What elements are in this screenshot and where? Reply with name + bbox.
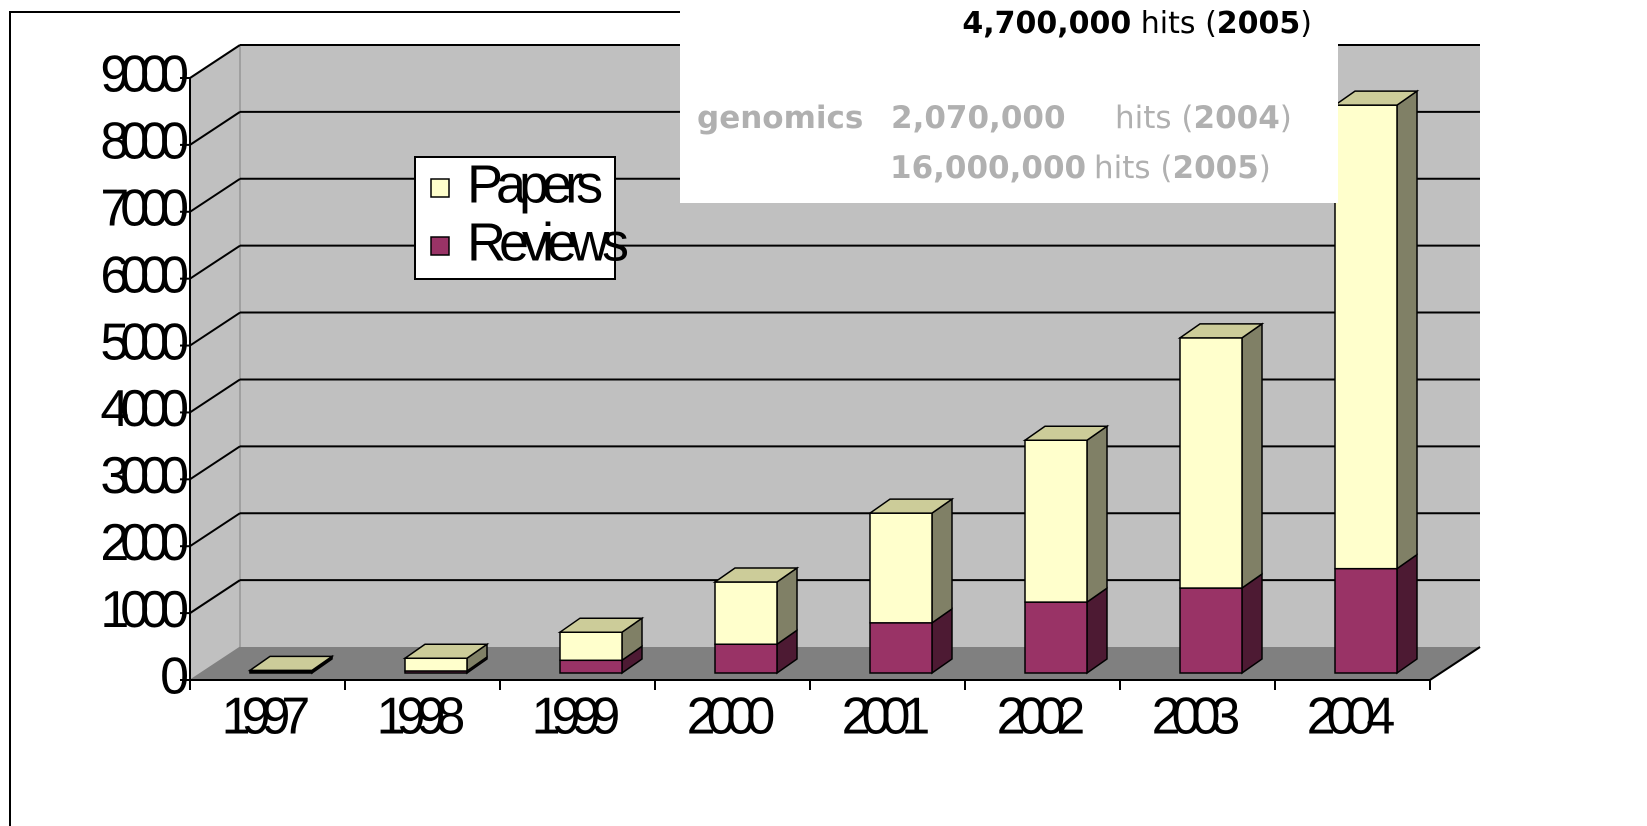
annotation-text: hits ( xyxy=(1131,6,1217,41)
bar xyxy=(1180,588,1242,673)
annotation-text: 2005 xyxy=(1173,150,1259,186)
y-tick-label: 5000 xyxy=(100,313,187,371)
x-tick-label: 2004 xyxy=(1307,688,1395,746)
bar xyxy=(870,623,932,673)
y-tick-label: 7000 xyxy=(100,180,187,238)
bar xyxy=(715,582,777,644)
y-tick-label: 4000 xyxy=(100,380,187,438)
bar-side xyxy=(1242,574,1262,673)
annotation-text: 2005 xyxy=(1217,6,1301,41)
annotation-text: hits ( xyxy=(1094,150,1173,186)
bar xyxy=(1025,602,1087,673)
x-tick-label: 2002 xyxy=(997,688,1084,746)
legend-swatch xyxy=(431,179,449,197)
bar-side xyxy=(932,499,952,623)
bar-side xyxy=(1087,426,1107,602)
y-tick-label: 2000 xyxy=(100,514,187,572)
y-tick-label: 6000 xyxy=(100,246,187,304)
x-tick-label: 2000 xyxy=(687,688,774,746)
annotation-text: hits ( xyxy=(1115,100,1194,136)
bar xyxy=(1025,440,1087,602)
page: {"chart_data": {"type": "bar3d-stacked",… xyxy=(0,0,1647,826)
y-tick-label: 0 xyxy=(160,648,187,706)
bar xyxy=(1335,105,1397,569)
y-tick-label: 3000 xyxy=(100,447,187,505)
annotation-text: 16,000,000 xyxy=(890,150,1094,186)
annotation-text: ) xyxy=(1259,150,1271,186)
legend-label: Reviews xyxy=(467,212,628,272)
bar xyxy=(1335,569,1397,673)
y-tick-label: 1000 xyxy=(100,581,187,639)
bar xyxy=(405,658,467,671)
annotation-text: 2,070,000 xyxy=(891,100,1115,136)
bar xyxy=(560,632,622,660)
annotation-text: ) xyxy=(1280,100,1292,136)
bar xyxy=(560,660,622,673)
bar xyxy=(870,513,932,623)
bar-side xyxy=(1397,91,1417,569)
bar-side xyxy=(1397,555,1417,673)
floor xyxy=(190,647,1480,680)
bar xyxy=(1180,338,1242,588)
annotation-text: genomics xyxy=(697,100,891,136)
x-tick-label: 2001 xyxy=(842,688,929,746)
x-tick-label: 1998 xyxy=(377,688,464,746)
annotation-text: ) xyxy=(1300,6,1312,41)
legend-label: Papers xyxy=(467,154,602,214)
x-tick-label: 1997 xyxy=(222,688,309,746)
annotation-line: 4,700,000 hits (2005) xyxy=(962,6,1312,41)
x-tick-label: 2003 xyxy=(1152,688,1239,746)
legend-swatch xyxy=(431,237,449,255)
x-tick-label: 1999 xyxy=(532,688,619,746)
annotation-text: 2004 xyxy=(1194,100,1280,136)
annotation-text: 4,700,000 xyxy=(962,6,1131,41)
y-tick-label: 9000 xyxy=(100,46,187,104)
bar-side xyxy=(1242,324,1262,588)
y-tick-label: 8000 xyxy=(100,113,187,171)
bar xyxy=(715,644,777,673)
